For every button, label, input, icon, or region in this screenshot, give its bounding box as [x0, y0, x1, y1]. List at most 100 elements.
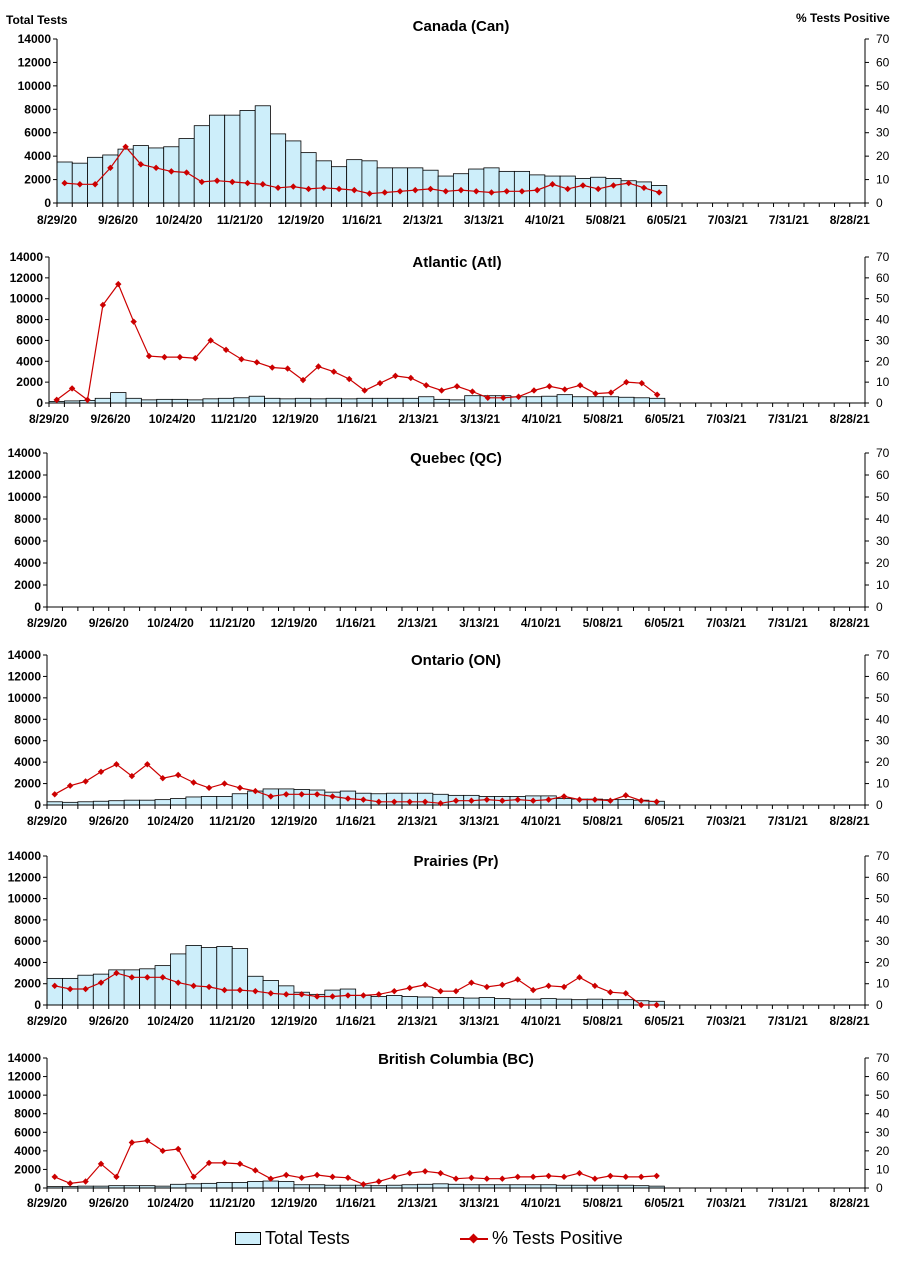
bar: [433, 398, 450, 404]
positive-point: [82, 1178, 89, 1185]
x-tick-label: 10/24/20: [147, 1014, 194, 1028]
positive-point: [174, 1145, 182, 1153]
bar: [401, 996, 418, 1006]
x-tick-label: 5/08/21: [583, 1196, 623, 1210]
positive-point: [529, 797, 537, 804]
y-left-tick-label: 0: [34, 798, 41, 812]
y-left-tick-label: 2000: [14, 777, 41, 791]
bar: [185, 1183, 202, 1189]
y-right-tick-label: 40: [876, 512, 890, 526]
chart-title: Canada (Can): [413, 18, 510, 35]
bar: [102, 154, 119, 204]
positive-point: [406, 798, 413, 805]
y-left-tick-label: 4000: [14, 1144, 41, 1158]
y-right-tick-label: 30: [876, 1125, 890, 1139]
x-tick-label: 6/05/21: [644, 814, 684, 828]
bar: [525, 998, 542, 1006]
positive-point: [499, 797, 506, 804]
y-right-tick-label: 50: [876, 490, 890, 504]
bar: [200, 947, 218, 1006]
positive-point: [91, 181, 99, 188]
x-tick-label: 9/26/20: [89, 616, 129, 630]
y-left-tick-label: 8000: [14, 913, 41, 927]
bar: [574, 177, 591, 204]
positive-point: [366, 190, 373, 197]
y-left-tick-label: 0: [44, 196, 51, 210]
x-tick-label: 8/29/20: [27, 616, 67, 630]
positive-point: [144, 974, 151, 981]
positive-point: [51, 791, 58, 798]
bar: [556, 394, 573, 404]
positive-point: [144, 761, 151, 768]
positive-line: [54, 1139, 657, 1185]
positive-point: [622, 1173, 629, 1181]
y-left-tick-label: 4000: [14, 556, 41, 570]
bar: [200, 796, 218, 806]
positive-point: [579, 182, 587, 189]
positive-point: [638, 379, 645, 387]
positive-point: [376, 379, 384, 387]
bar: [587, 396, 604, 404]
y-left-tick-label: 12000: [18, 55, 52, 69]
positive-point: [576, 974, 583, 981]
x-tick-label: 4/10/21: [521, 1196, 561, 1210]
bar: [544, 175, 561, 204]
x-tick-label: 8/29/20: [29, 412, 69, 426]
bar: [432, 1183, 449, 1189]
bar: [239, 110, 256, 204]
y-left-tick-label: 6000: [14, 934, 41, 948]
bar: [148, 147, 165, 204]
x-tick-label: 2/13/21: [398, 412, 438, 426]
positive-point: [244, 179, 251, 187]
positive-point: [653, 1172, 660, 1180]
bar: [525, 396, 543, 404]
x-tick-label: 8/28/21: [830, 412, 870, 426]
positive-point: [591, 1175, 599, 1182]
x-tick-label: 6/05/21: [644, 616, 684, 630]
positive-point: [128, 1139, 136, 1146]
y-left-tick-label: 2000: [14, 578, 41, 592]
positive-point: [457, 186, 465, 194]
positive-point: [53, 396, 60, 404]
x-tick-label: 4/10/21: [521, 814, 561, 828]
bar: [87, 156, 104, 204]
chart-title: Atlantic (Atl): [412, 254, 501, 271]
x-tick-label: 12/19/20: [271, 1196, 318, 1210]
y-right-tick-label: 20: [876, 354, 890, 368]
y-left-tick-label: 10000: [8, 892, 42, 906]
bar: [447, 997, 465, 1006]
positive-point: [607, 797, 614, 804]
positive-point: [299, 376, 307, 384]
x-tick-label: 11/21/20: [209, 616, 255, 630]
positive-point: [190, 982, 197, 990]
bar: [617, 999, 634, 1006]
y-right-tick-label: 10: [876, 173, 890, 187]
x-tick-label: 7/31/21: [768, 412, 808, 426]
positive-point: [315, 363, 322, 370]
y-right-tick-label: 50: [876, 79, 890, 93]
positive-point: [514, 1173, 521, 1181]
x-tick-label: 1/16/21: [336, 1196, 376, 1210]
legend-bar-swatch: [235, 1232, 261, 1245]
x-tick-label: 8/29/20: [27, 1014, 67, 1028]
x-tick-label: 4/10/21: [522, 412, 562, 426]
positive-point: [144, 1137, 151, 1144]
bar: [513, 170, 531, 204]
bar: [386, 995, 403, 1006]
bar: [170, 1183, 187, 1189]
bar: [264, 397, 281, 404]
positive-point: [113, 761, 120, 768]
bar: [46, 977, 63, 1006]
bar: [233, 397, 250, 404]
x-tick-label: 8/28/21: [830, 814, 870, 828]
positive-point: [66, 782, 74, 789]
x-tick-label: 3/13/21: [459, 616, 499, 630]
x-tick-label: 4/10/21: [521, 1014, 561, 1028]
positive-point: [406, 984, 413, 992]
bar: [185, 796, 202, 806]
bar: [341, 398, 358, 404]
positive-point: [351, 186, 358, 194]
y-right-tick-label: 30: [876, 333, 890, 347]
x-tick-label: 8/28/21: [830, 1014, 870, 1028]
positive-point: [607, 1172, 614, 1180]
